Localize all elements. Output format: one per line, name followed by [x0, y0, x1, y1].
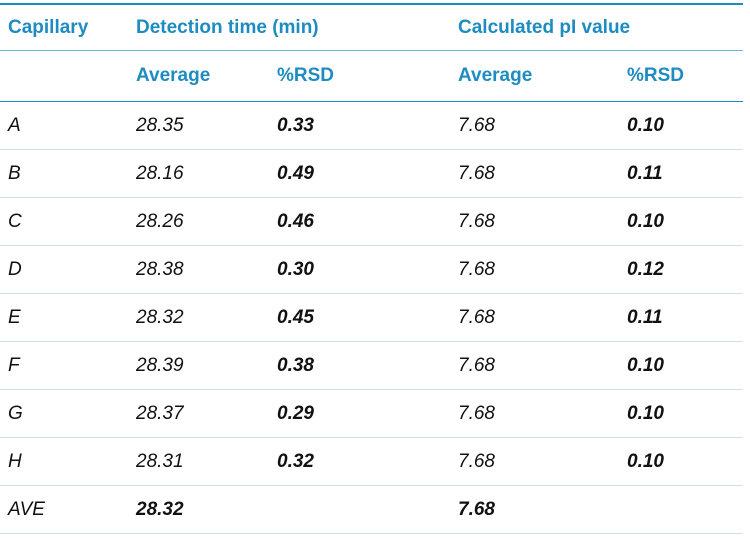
cell-det-average: 28.35 [128, 101, 269, 150]
cell-det-average: 28.32 [128, 293, 269, 342]
cell-det-rsd: 0.33 [269, 101, 450, 150]
cell-pi-rsd: 0.12 [619, 245, 743, 294]
results-table-page: Capillary Detection time (min) Calculate… [0, 3, 750, 543]
summary-row: AVE 28.32 7.68 [0, 485, 743, 534]
cell-pi-rsd: 0.10 [619, 437, 743, 486]
header-det-rsd: %RSD [269, 50, 450, 102]
cell-summary-det-average: 28.32 [128, 485, 269, 534]
cell-det-rsd: 0.38 [269, 341, 450, 390]
cell-det-average: 28.37 [128, 389, 269, 438]
table-row: F 28.39 0.38 7.68 0.10 [0, 341, 743, 390]
cell-pi-rsd: 0.10 [619, 101, 743, 150]
cell-pi-average: 7.68 [450, 437, 619, 486]
cell-det-average: 28.38 [128, 245, 269, 294]
cell-summary-label: AVE [0, 485, 128, 534]
cell-det-average: 28.26 [128, 197, 269, 246]
cell-det-rsd: 0.46 [269, 197, 450, 246]
cell-pi-average: 7.68 [450, 389, 619, 438]
table-row: C 28.26 0.46 7.68 0.10 [0, 197, 743, 246]
cell-pi-rsd: 0.11 [619, 293, 743, 342]
cell-capillary: H [0, 437, 128, 486]
header-detection-time: Detection time (min) [128, 3, 450, 51]
cell-capillary: C [0, 197, 128, 246]
cell-pi-rsd: 0.10 [619, 197, 743, 246]
cell-summary-det-rsd [269, 485, 450, 534]
table-row: H 28.31 0.32 7.68 0.10 [0, 437, 743, 486]
cell-pi-average: 7.68 [450, 197, 619, 246]
cell-det-rsd: 0.49 [269, 149, 450, 198]
table-body: A 28.35 0.33 7.68 0.10 B 28.16 0.49 7.68… [0, 101, 743, 534]
cell-capillary: E [0, 293, 128, 342]
cell-det-rsd: 0.32 [269, 437, 450, 486]
cell-pi-average: 7.68 [450, 245, 619, 294]
header-row-secondary: Average %RSD Average %RSD [0, 50, 743, 102]
table-row: D 28.38 0.30 7.68 0.12 [0, 245, 743, 294]
header-pi-average: Average [450, 50, 619, 102]
cell-summary-pi-rsd [619, 485, 743, 534]
table-row: E 28.32 0.45 7.68 0.11 [0, 293, 743, 342]
header-row-primary: Capillary Detection time (min) Calculate… [0, 3, 743, 51]
table-row: A 28.35 0.33 7.68 0.10 [0, 101, 743, 150]
cell-pi-rsd: 0.10 [619, 389, 743, 438]
cell-capillary: A [0, 101, 128, 150]
cell-det-average: 28.16 [128, 149, 269, 198]
cell-det-rsd: 0.29 [269, 389, 450, 438]
cell-det-rsd: 0.45 [269, 293, 450, 342]
header-blank [0, 50, 128, 102]
cell-pi-average: 7.68 [450, 101, 619, 150]
cell-capillary: D [0, 245, 128, 294]
header-det-average: Average [128, 50, 269, 102]
header-capillary: Capillary [0, 3, 128, 51]
cell-pi-rsd: 0.10 [619, 341, 743, 390]
table-row: B 28.16 0.49 7.68 0.11 [0, 149, 743, 198]
cell-pi-average: 7.68 [450, 149, 619, 198]
table-row: G 28.37 0.29 7.68 0.10 [0, 389, 743, 438]
cell-capillary: B [0, 149, 128, 198]
cell-det-average: 28.31 [128, 437, 269, 486]
cell-pi-rsd: 0.11 [619, 149, 743, 198]
cell-capillary: G [0, 389, 128, 438]
cell-capillary: F [0, 341, 128, 390]
cell-det-rsd: 0.30 [269, 245, 450, 294]
cell-pi-average: 7.68 [450, 341, 619, 390]
capillary-results-table: Capillary Detection time (min) Calculate… [0, 3, 743, 534]
header-pi-value: Calculated pI value [450, 3, 743, 51]
cell-pi-average: 7.68 [450, 293, 619, 342]
cell-summary-pi-average: 7.68 [450, 485, 619, 534]
header-pi-rsd: %RSD [619, 50, 743, 102]
cell-det-average: 28.39 [128, 341, 269, 390]
